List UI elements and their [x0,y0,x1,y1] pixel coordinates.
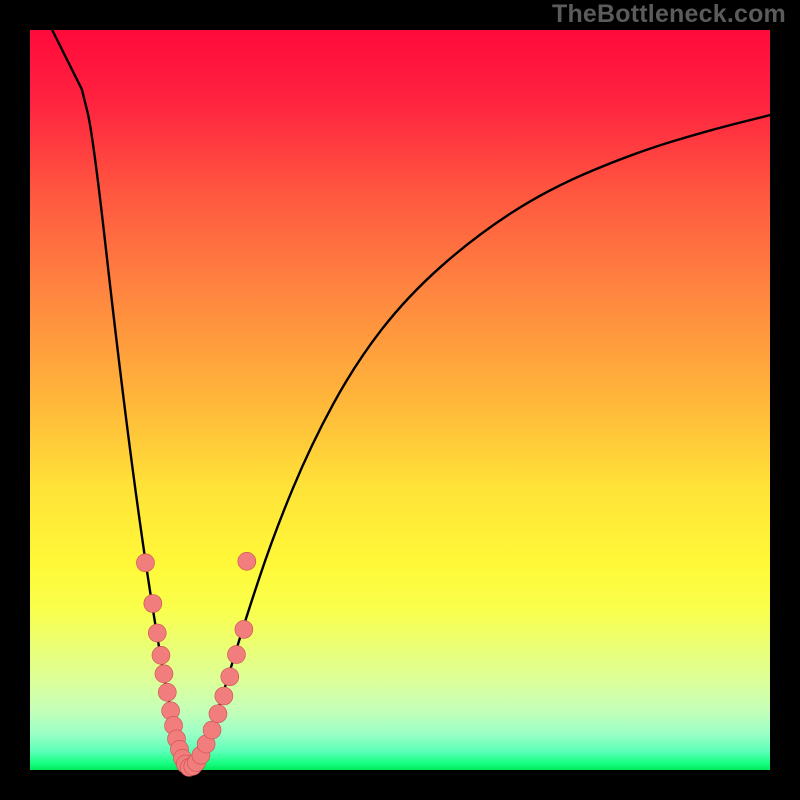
scatter-point [152,646,170,664]
scatter-point [221,668,239,686]
scatter-point [136,554,154,572]
scatter-point [227,646,245,664]
scatter-point [235,620,253,638]
plot-background [30,30,770,770]
scatter-point [238,552,256,570]
scatter-point [144,595,162,613]
scatter-point [215,687,233,705]
chart-stage: TheBottleneck.com [0,0,800,800]
scatter-point [203,721,221,739]
bottleneck-curve-chart [0,0,800,800]
scatter-point [209,705,227,723]
scatter-point [148,624,166,642]
watermark-text: TheBottleneck.com [552,0,786,29]
scatter-point [158,683,176,701]
scatter-point [155,665,173,683]
